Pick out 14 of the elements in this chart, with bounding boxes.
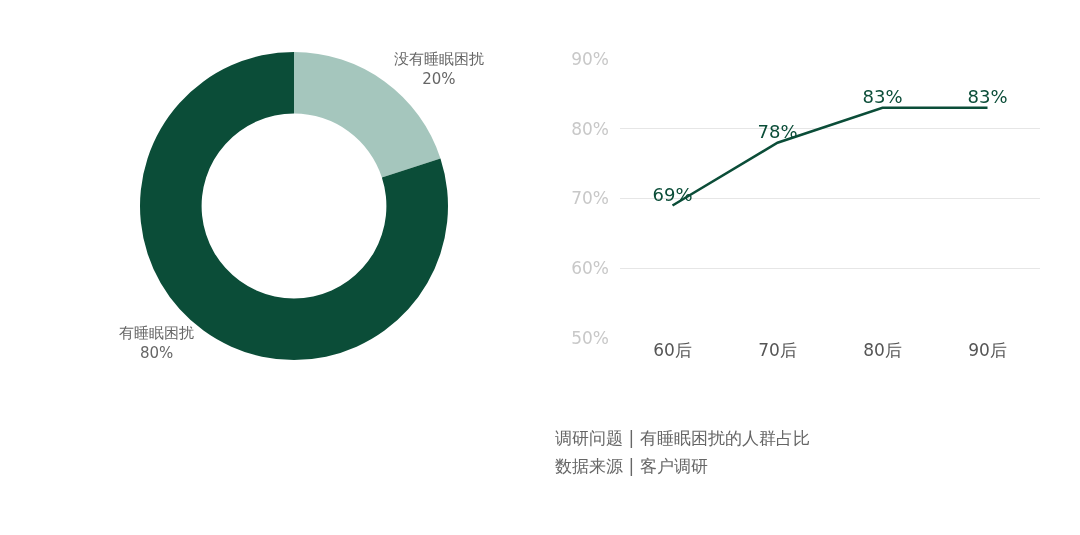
data-label: 83%	[967, 86, 1008, 108]
data-label: 69%	[652, 183, 693, 205]
data-label: 20%	[422, 69, 456, 88]
slice-label: 没有睡眠困扰	[393, 50, 484, 69]
source-note: 数据来源 | 客户调研	[555, 456, 708, 476]
data-label: 78%	[757, 121, 798, 143]
slice-label: 有睡眠困扰	[119, 324, 195, 343]
text: 调研问题 | 有睡眠困扰的人群占比	[555, 428, 810, 448]
x-tick-label: 80后	[863, 340, 902, 360]
data-label: 83%	[862, 86, 903, 108]
x-tick-label: 60后	[653, 340, 692, 360]
x-tick-label: 70后	[758, 340, 797, 360]
data-label: 80%	[139, 343, 174, 362]
x-tick-label: 90后	[968, 340, 1007, 360]
